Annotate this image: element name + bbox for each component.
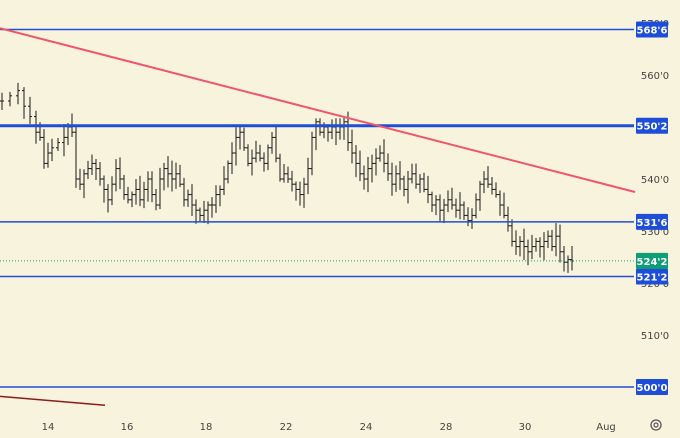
gear-icon-hub[interactable] xyxy=(653,422,659,428)
level-badge-box xyxy=(636,117,668,134)
level-badge-label: 521'2 xyxy=(637,273,668,284)
old-trend-line xyxy=(0,395,106,406)
gear-icon-ring[interactable] xyxy=(650,419,662,431)
y-tick-label: 560'0 xyxy=(641,71,669,82)
x-tick-label: 24 xyxy=(360,422,373,433)
level-badge-box xyxy=(636,268,668,285)
level-badge-box xyxy=(636,21,668,38)
chart-lines xyxy=(0,27,636,406)
x-tick-label: 22 xyxy=(280,422,293,433)
x-tick-label: 30 xyxy=(519,422,532,433)
gear-icon[interactable] xyxy=(650,419,662,431)
level-badge-label: 531'6 xyxy=(637,218,668,229)
level-badge-label: 550'2 xyxy=(637,122,668,133)
x-tick-label: 14 xyxy=(42,422,55,433)
level-badge-box xyxy=(636,213,668,230)
y-tick-label: 530'0 xyxy=(641,227,669,238)
y-tick-label: 540'0 xyxy=(641,175,669,186)
x-tick-label: 18 xyxy=(200,422,213,433)
y-tick-label: 510'0 xyxy=(641,331,669,342)
price-badges: 568'6 550'2 531'6 521'2 500'0 524'2 xyxy=(636,21,668,395)
level-badge-box xyxy=(636,379,668,395)
last-price-badge-label: 524'2 xyxy=(637,257,668,268)
trend-line xyxy=(0,27,636,193)
x-axis-ticks: 14 16 18 22 24 28 30 Aug xyxy=(42,422,616,433)
level-badge-label: 500'0 xyxy=(637,383,668,394)
x-tick-label: 16 xyxy=(121,422,134,433)
level-badge-label: 568'6 xyxy=(637,26,668,37)
last-price-badge-box xyxy=(636,252,668,269)
x-tick-label: 28 xyxy=(440,422,453,433)
x-tick-label: Aug xyxy=(596,422,616,433)
